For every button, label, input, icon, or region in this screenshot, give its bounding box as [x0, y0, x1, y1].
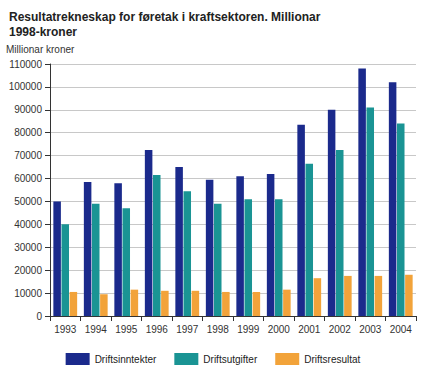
svg-text:2004: 2004: [390, 324, 413, 335]
svg-text:70000: 70000: [14, 150, 42, 161]
svg-text:40000: 40000: [14, 219, 42, 230]
svg-text:1998: 1998: [207, 324, 230, 335]
svg-text:80000: 80000: [14, 127, 42, 138]
svg-text:Millionar kroner: Millionar kroner: [6, 44, 75, 55]
svg-text:Driftsresultat: Driftsresultat: [304, 354, 360, 365]
svg-text:2000: 2000: [268, 324, 291, 335]
svg-text:90000: 90000: [14, 104, 42, 115]
svg-text:110000: 110000: [9, 59, 42, 70]
svg-text:2002: 2002: [329, 324, 352, 335]
svg-text:1996: 1996: [146, 324, 169, 335]
svg-text:20000: 20000: [14, 265, 42, 276]
svg-text:1993: 1993: [54, 324, 77, 335]
svg-text:1995: 1995: [115, 324, 138, 335]
svg-text:30000: 30000: [14, 242, 42, 253]
svg-text:50000: 50000: [14, 196, 42, 207]
svg-text:Resultatrekneskap for føretak: Resultatrekneskap for føretak i kraftsek…: [9, 10, 324, 24]
svg-text:2001: 2001: [298, 324, 321, 335]
svg-text:1999: 1999: [237, 324, 260, 335]
svg-text:60000: 60000: [14, 173, 42, 184]
svg-text:Driftsinntekter: Driftsinntekter: [95, 354, 157, 365]
svg-text:0: 0: [36, 311, 42, 322]
svg-text:2003: 2003: [359, 324, 382, 335]
svg-text:100000: 100000: [9, 81, 43, 92]
svg-text:10000: 10000: [14, 288, 42, 299]
svg-text:1997: 1997: [176, 324, 199, 335]
svg-text:1998-kroner: 1998-kroner: [9, 25, 77, 39]
svg-text:1994: 1994: [85, 324, 108, 335]
svg-text:Driftsutgifter: Driftsutgifter: [203, 354, 258, 365]
